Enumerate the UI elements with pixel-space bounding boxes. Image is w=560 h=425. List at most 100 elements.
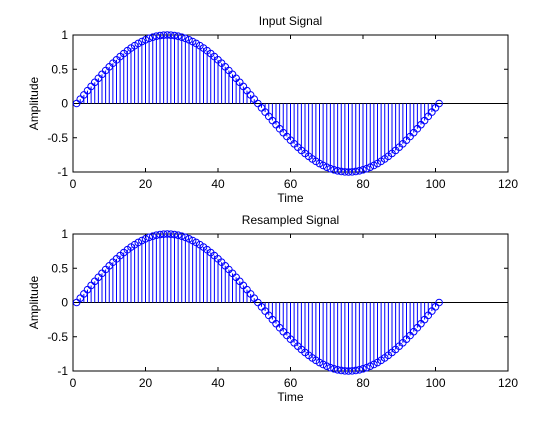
stem-marker (185, 235, 193, 243)
x-tick-label: 60 (284, 177, 298, 191)
stem-marker (351, 366, 360, 375)
stem-marker (170, 31, 179, 40)
stem-marker (174, 231, 182, 240)
stem-marker (348, 367, 356, 375)
x-tick-label: 80 (356, 376, 370, 390)
stem-marker (370, 161, 378, 170)
stem-marker (148, 33, 157, 41)
stem-marker (322, 362, 331, 370)
y-tick-label: 1 (61, 28, 68, 42)
y-tick-label: -0.5 (47, 330, 68, 344)
stem-marker (319, 161, 327, 170)
chart-title: Input Signal (259, 14, 322, 28)
x-tick-label: 20 (139, 177, 153, 191)
stem-marker (319, 360, 327, 369)
stem-marker (337, 167, 346, 176)
x-tick-label: 0 (70, 177, 77, 191)
stem-marker (148, 232, 157, 240)
y-tick-label: 0.5 (51, 62, 68, 76)
stem-marker (152, 32, 161, 41)
stem-marker (370, 360, 378, 369)
stem-marker (188, 37, 197, 46)
stem-marker (159, 230, 168, 238)
stem-marker (167, 31, 175, 39)
y-tick-label: 0 (61, 296, 68, 310)
x-tick-label: 100 (425, 177, 445, 191)
stem-marker (366, 362, 375, 370)
stem-marker (341, 367, 349, 375)
x-tick-label: 40 (211, 376, 225, 390)
x-tick-label: 120 (498, 376, 518, 390)
stem-marker (156, 230, 164, 239)
y-tick-label: -1 (57, 364, 68, 378)
y-tick-label: 0.5 (51, 261, 68, 275)
stem-marker (315, 358, 324, 367)
stem-marker (145, 34, 153, 43)
stem-marker (167, 230, 175, 238)
x-tick-label: 0 (70, 376, 77, 390)
x-tick-label: 20 (139, 376, 153, 390)
stem-marker (333, 166, 342, 175)
x-tick-label: 100 (425, 376, 445, 390)
x-tick-label: 60 (284, 376, 298, 390)
stem-marker (174, 32, 182, 41)
stem-marker (330, 365, 338, 373)
stem-marker (362, 363, 371, 372)
stem-marker (134, 39, 143, 48)
y-axis-label: Amplitude (27, 77, 41, 131)
stem-marker (362, 164, 371, 173)
stem-marker (181, 233, 190, 242)
stem-marker (163, 31, 172, 39)
stem-marker (359, 166, 367, 174)
x-axis-label: Time (277, 191, 304, 205)
x-tick-label: 40 (211, 177, 225, 191)
stem-marker (326, 363, 335, 372)
stem-marker (177, 33, 186, 41)
stem-marker (333, 365, 342, 374)
stem-marker (156, 31, 164, 40)
y-tick-label: 0 (61, 97, 68, 111)
stem-marker (341, 168, 349, 176)
stem-marker (359, 365, 367, 373)
stem-marker (138, 37, 146, 46)
stem-marker (181, 34, 190, 43)
stem-marker (145, 233, 153, 242)
y-tick-label: -0.5 (47, 131, 68, 145)
stem-marker (322, 163, 331, 171)
stem-marker (355, 166, 364, 175)
stem-marker (344, 168, 353, 176)
stem-marker (344, 367, 353, 375)
y-tick-label: 1 (61, 227, 68, 241)
stem-marker (152, 231, 161, 240)
stem-marker (435, 298, 443, 307)
stem-marker (170, 230, 179, 239)
y-axis-label: Amplitude (27, 276, 41, 330)
stem-marker (326, 164, 335, 173)
x-tick-label: 80 (356, 177, 370, 191)
stem-marker (159, 31, 168, 39)
stem-marker (435, 99, 443, 108)
stem-marker (366, 163, 375, 171)
chart-2: 0 20 40 60 80 100 120 -1 -0.5 0 0.5 1 Resampled Sign… (27, 213, 518, 404)
stem-marker (351, 167, 360, 176)
stem-marker (337, 366, 346, 375)
stem-marker (188, 236, 197, 245)
y-tick-label: -1 (57, 165, 68, 179)
stem-marker (134, 238, 143, 247)
stem-marker (138, 236, 146, 245)
chart-title: Resampled Signal (242, 213, 339, 227)
stem-marker (177, 232, 186, 240)
stem-marker (141, 235, 150, 243)
stem-marker (355, 365, 364, 374)
stem-marker (185, 36, 193, 44)
chart-1: 0 20 40 60 80 100 120 -1 -0.5 0 0.5 1 Input Signal Ti… (27, 14, 518, 205)
stem-marker (163, 230, 172, 238)
stem-marker (330, 166, 338, 174)
x-tick-label: 120 (498, 177, 518, 191)
stem-marker (348, 168, 356, 176)
stem-marker (315, 159, 324, 168)
x-axis-label: Time (277, 390, 304, 404)
stem-marker (141, 36, 150, 44)
